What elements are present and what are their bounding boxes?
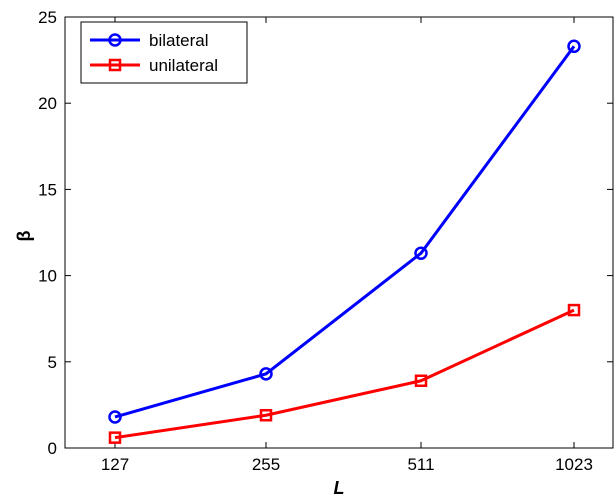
- series-layer: [108, 39, 581, 444]
- y-axis-label: β: [14, 231, 34, 242]
- plot-area: [64, 16, 614, 449]
- y-tick-label: 10: [38, 267, 57, 286]
- data-point-unilateral: [108, 431, 122, 444]
- data-point-unilateral: [414, 374, 428, 388]
- legend-box: [80, 21, 248, 84]
- series-line-bilateral: [114, 45, 576, 419]
- y-tick-label: 25: [38, 8, 57, 27]
- data-point-bilateral: [414, 246, 428, 260]
- x-tick-label: 1023: [555, 455, 593, 474]
- legend-label-bilateral: bilateral: [149, 31, 209, 50]
- legend: bilateral unilateral: [80, 21, 248, 84]
- legend-marker-bilateral: [108, 33, 122, 47]
- x-tick-label: 511: [407, 455, 434, 474]
- y-axis: 0 5 10 15 20 25: [38, 8, 613, 458]
- y-tick-label: 5: [48, 353, 57, 372]
- data-point-unilateral: [259, 408, 273, 422]
- data-point-unilateral: [567, 303, 581, 317]
- series-line-unilateral: [114, 308, 575, 440]
- x-tick-label: 127: [101, 455, 129, 474]
- y-tick-label: 15: [38, 180, 57, 199]
- x-axis: 127 255 511 1023: [101, 17, 593, 474]
- legend-marker-unilateral: [108, 58, 122, 72]
- data-point-bilateral: [108, 410, 122, 424]
- data-point-bilateral: [567, 39, 581, 54]
- data-point-bilateral: [259, 367, 273, 381]
- x-tick-label: 255: [252, 455, 280, 474]
- x-axis-label: L: [334, 478, 345, 498]
- y-tick-label: 0: [48, 439, 57, 458]
- legend-label-unilateral: unilateral: [149, 56, 218, 75]
- y-tick-label: 20: [38, 94, 57, 113]
